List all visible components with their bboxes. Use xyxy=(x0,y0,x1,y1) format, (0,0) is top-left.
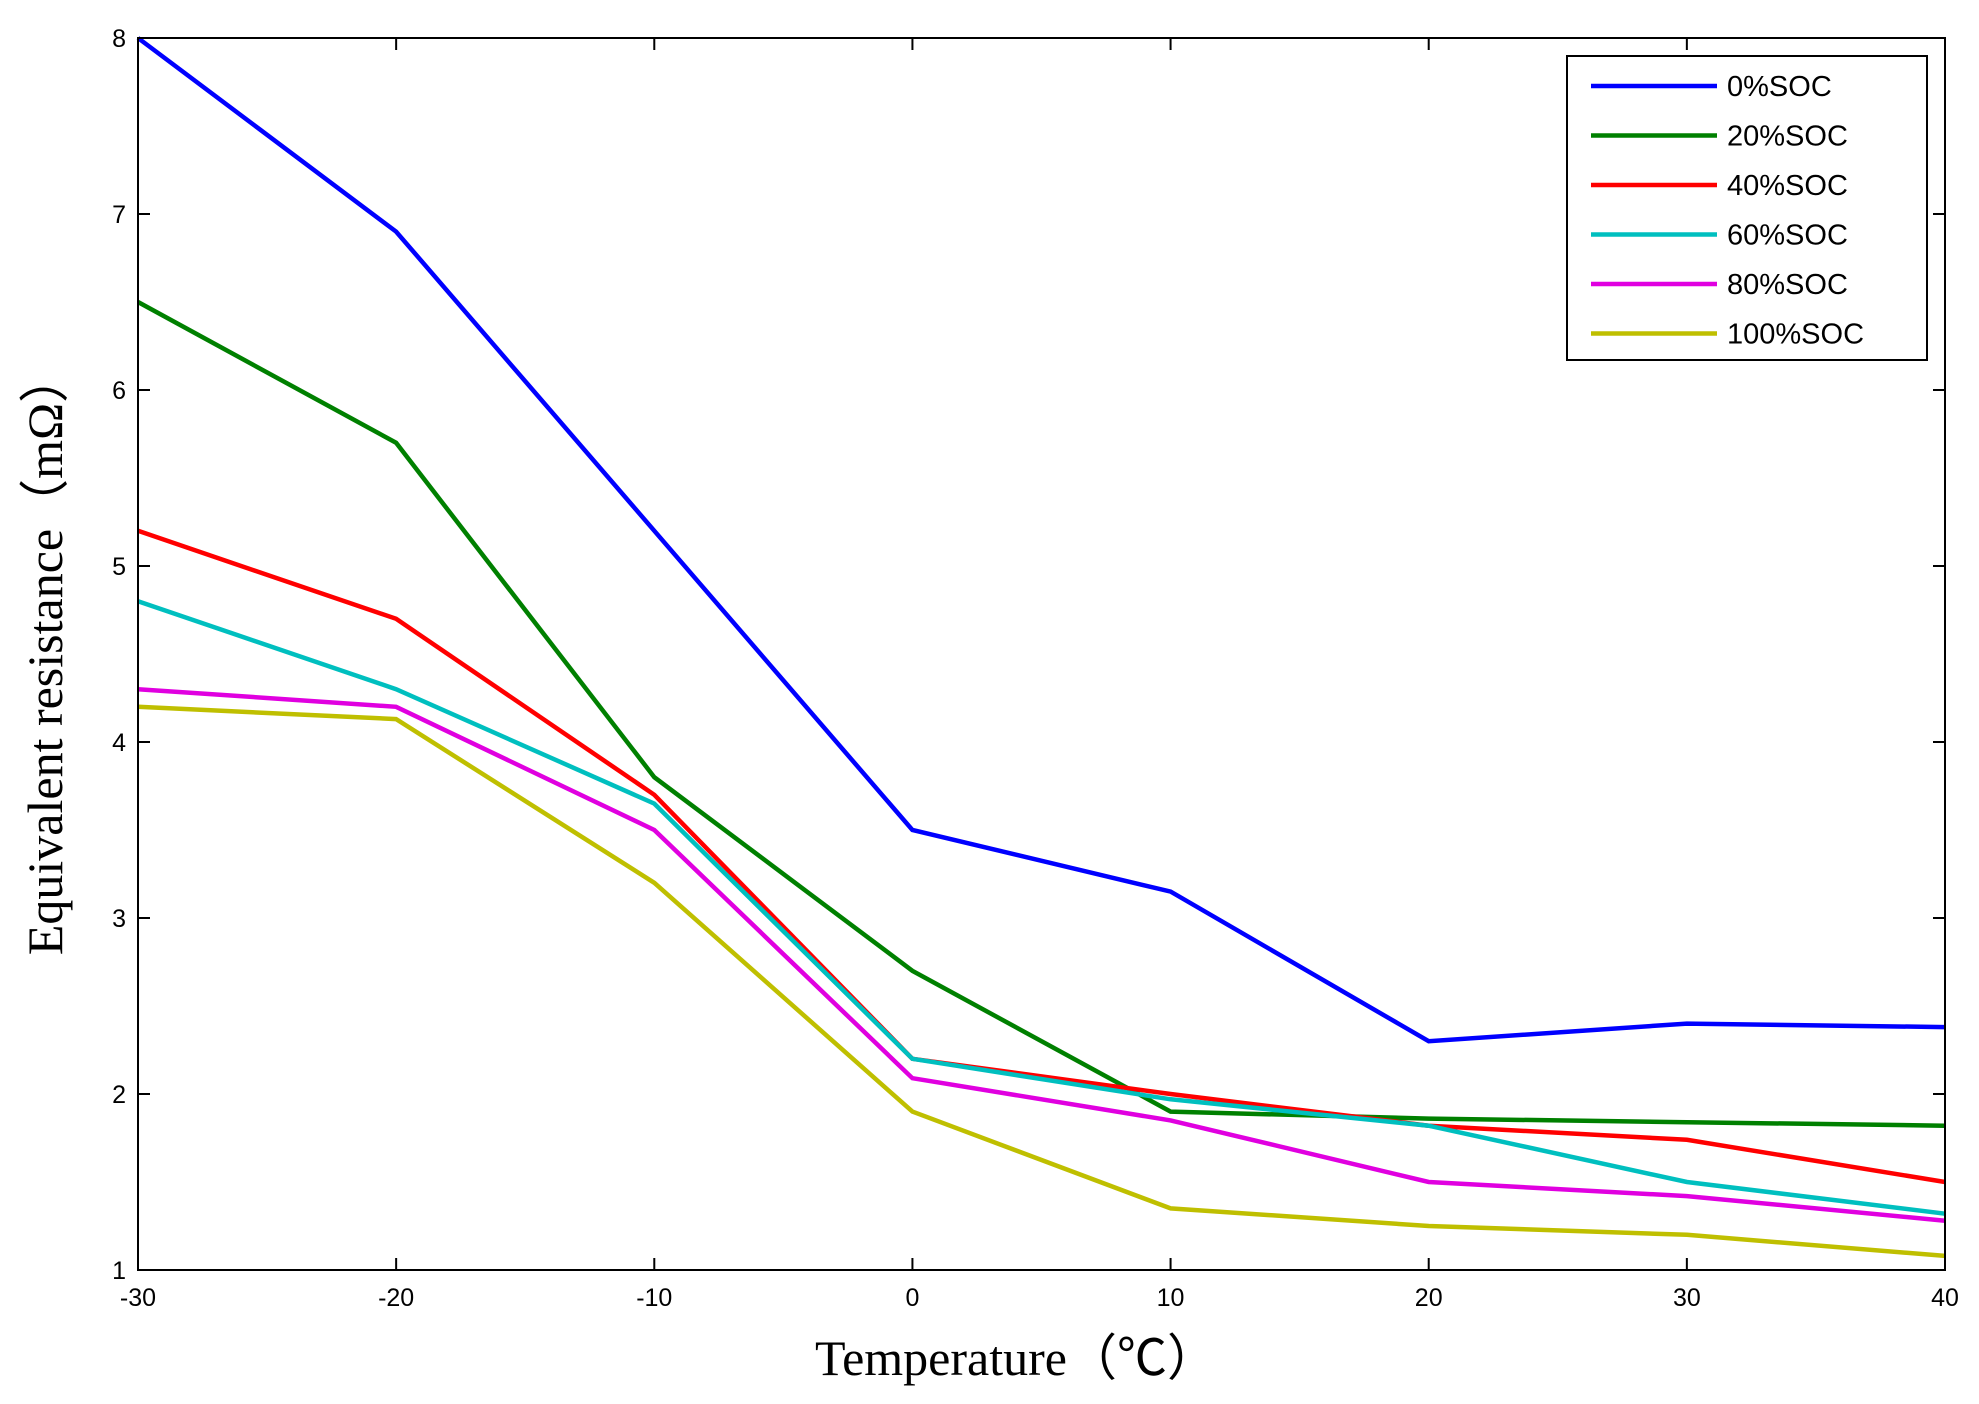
y-tick-label: 4 xyxy=(112,729,126,757)
ticks-layer: -30 -20 -10 0 10 20 30 40 1 2 3 4 5 6 7 8 xyxy=(112,25,1959,1312)
series-line-20pct-soc xyxy=(136,300,1946,1128)
x-tick-label: 10 xyxy=(1157,1284,1185,1312)
y-tick-label: 8 xyxy=(112,25,126,53)
series-line-60pct-soc xyxy=(137,599,1946,1216)
y-tick-label: 2 xyxy=(112,1081,126,1109)
series-line-40pct-soc xyxy=(137,528,1946,1185)
y-tick-label: 1 xyxy=(112,1257,126,1285)
y-tick-label: 7 xyxy=(112,201,126,229)
series-line-80pct-soc xyxy=(137,686,1946,1223)
series-line-0pct-soc xyxy=(136,36,1946,1044)
y-tick-label: 3 xyxy=(112,905,126,933)
x-tick-label: -30 xyxy=(120,1284,156,1312)
series-lines xyxy=(136,36,1946,1259)
legend-label: 60%SOC xyxy=(1727,220,1848,252)
y-tick-label: 6 xyxy=(112,377,126,405)
x-tick-label: 0 xyxy=(905,1284,919,1312)
legend-label: 0%SOC xyxy=(1727,71,1832,103)
legend-label: 100%SOC xyxy=(1727,319,1864,351)
legend-label: 80%SOC xyxy=(1727,269,1848,301)
x-tick-label: 20 xyxy=(1415,1284,1443,1312)
plot-area-frame xyxy=(137,37,1946,1271)
x-tick-label: -20 xyxy=(378,1284,414,1312)
legend-box xyxy=(1566,55,1928,361)
x-tick-label: -10 xyxy=(636,1284,672,1312)
legend-label: 20%SOC xyxy=(1727,121,1848,153)
series-line-100pct-soc xyxy=(137,704,1946,1259)
x-tick-label: 30 xyxy=(1673,1284,1701,1312)
y-axis-title: Equivalent resistance（mΩ） xyxy=(17,353,73,955)
y-tick-label: 5 xyxy=(112,553,126,581)
legend: 0%SOC 20%SOC 40%SOC 60%SOC 80%SOC 100%SOC xyxy=(1566,55,1928,361)
x-tick-label: 40 xyxy=(1931,1284,1959,1312)
x-axis-title: Temperature（℃） xyxy=(815,1330,1217,1386)
legend-label: 40%SOC xyxy=(1727,170,1848,202)
